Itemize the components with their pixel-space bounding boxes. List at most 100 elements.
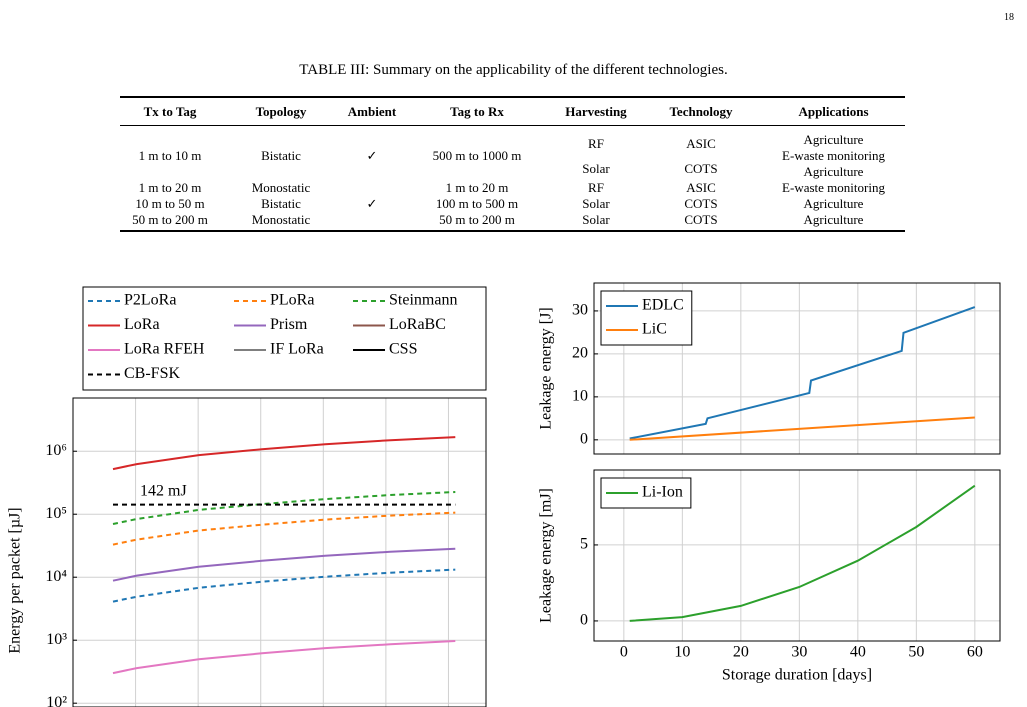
- plot-area: [73, 398, 486, 707]
- legend-label: LiC: [642, 321, 667, 338]
- cell-line: Agriculture: [803, 164, 864, 179]
- cell-line: RF: [588, 135, 604, 151]
- table-cell: Agriculture E-waste monitoring Agriculture: [762, 126, 905, 181]
- cell-line: COTS: [684, 160, 718, 176]
- annotation: 142 mJ: [140, 482, 187, 499]
- table-cell: 500 m to 1000 m: [432, 148, 522, 163]
- table-cell: COTS: [640, 212, 762, 232]
- x-tick-label: 10: [674, 644, 690, 661]
- legend-label: LoRa RFEH: [124, 341, 205, 358]
- table-cell: 50 m to 200 m: [402, 212, 552, 232]
- y-tick-label: 10²: [46, 694, 67, 707]
- legend-box: [82, 286, 487, 391]
- y-axis-label: Leakage energy [J]: [538, 307, 555, 429]
- table-cell: COTS: [684, 196, 718, 211]
- cell-line: Agriculture: [803, 132, 864, 147]
- legend-label: Li-Ion: [642, 484, 683, 501]
- table-caption: TABLE III: Summary on the applicability …: [299, 62, 728, 78]
- y-axis-label: Leakage energy [mJ]: [538, 488, 555, 623]
- legend-label: CSS: [389, 341, 417, 358]
- column-header: Applications: [762, 96, 905, 126]
- y-tick-label: 10³: [46, 631, 67, 648]
- series-line: [629, 416, 975, 441]
- series-line: [629, 484, 976, 622]
- series-line: [112, 491, 456, 525]
- table-cell: 100 m to 500 m: [435, 196, 519, 211]
- y-tick-label: 20: [572, 345, 588, 362]
- x-tick-label: 0: [620, 644, 628, 661]
- table-cell: 50 m to 200 m: [120, 212, 220, 232]
- legend-label: IF LoRa: [270, 341, 324, 358]
- table-cell: RF Solar: [552, 126, 640, 181]
- y-tick-label: 30: [572, 302, 588, 319]
- table-row: 10 m to 50 m Bistatic ✓ 100 m to 500 m Solar…: [120, 196, 905, 212]
- table-cell: Agriculture: [762, 212, 905, 232]
- x-tick-label: 60: [967, 644, 983, 661]
- y-tick-label: 10⁴: [45, 568, 67, 585]
- column-header: Technology: [640, 96, 762, 126]
- cell-line: E-waste monitoring: [782, 148, 885, 163]
- table-row: 50 m to 200 m Monostatic 50 m to 200 m Sola…: [120, 212, 905, 232]
- table-cell: ✓: [366, 148, 378, 163]
- legend-label: EDLC: [642, 297, 684, 314]
- table-cell: 1 m to 10 m: [138, 148, 202, 163]
- cell-line: Solar: [582, 160, 610, 176]
- x-tick-label: 50: [908, 644, 924, 661]
- table-cell: [342, 212, 402, 232]
- y-axis-label: Energy per packet [µJ]: [7, 507, 24, 653]
- x-tick-label: 20: [733, 644, 749, 661]
- legend-label: LoRa: [124, 316, 160, 333]
- x-axis-label: Storage duration [days]: [722, 667, 872, 684]
- legend-box: [600, 477, 692, 509]
- y-tick-label: 10⁶: [45, 442, 67, 459]
- series-line: [112, 640, 456, 675]
- x-tick-label: 40: [850, 644, 866, 661]
- y-tick-label: 0: [580, 430, 588, 447]
- legend-label: P2LoRa: [124, 292, 176, 309]
- table-cell: ✓: [366, 196, 378, 211]
- legend-label: Steinmann: [389, 292, 457, 309]
- plot-frame: [593, 282, 1001, 455]
- table-cell: Monostatic: [251, 180, 311, 195]
- table-row: 1 m to 20 m Monostatic 1 m to 20 m RF ASIC E-…: [120, 180, 905, 196]
- table-cell: Solar: [552, 212, 640, 232]
- table-cell: E-waste monitoring: [782, 180, 885, 195]
- legend-label: PLoRa: [270, 292, 314, 309]
- plot-frame: [593, 469, 1001, 642]
- table-cell: RF: [588, 180, 604, 195]
- table-cell: Agriculture: [803, 196, 864, 211]
- series-line: [112, 547, 456, 582]
- column-header: Topology: [220, 96, 342, 126]
- series-line: [112, 436, 456, 471]
- page-number: 18: [1004, 12, 1014, 23]
- plot-background: [73, 398, 486, 707]
- column-header: Tag to Rx: [402, 96, 552, 126]
- legend-label: Prism: [270, 316, 308, 333]
- column-header: Tx to Tag: [120, 96, 220, 126]
- x-tick-label: 30: [791, 644, 807, 661]
- table-cell: 1 m to 20 m: [138, 180, 202, 195]
- series-line: [112, 568, 456, 603]
- legend-label: CB-FSK: [124, 365, 180, 382]
- y-tick-label: 0: [580, 612, 588, 629]
- y-tick-label: 10⁵: [45, 505, 67, 522]
- table-cell: Bistatic: [261, 196, 301, 211]
- table-row: 1 m to 10 m Bistatic ✓ 500 m to 1000 m RF Sol…: [120, 126, 905, 181]
- y-tick-label: 5: [580, 536, 588, 553]
- table-cell: ASIC: [686, 180, 716, 195]
- legend-box: [600, 290, 693, 346]
- plot-frame: [72, 397, 487, 707]
- series-line: [629, 306, 976, 440]
- table-cell: Solar: [582, 196, 610, 211]
- series-line: [112, 511, 456, 546]
- table-cell: Monostatic: [220, 212, 342, 232]
- table-cell: 10 m to 50 m: [135, 196, 205, 211]
- table-cell: ASIC COTS: [640, 126, 762, 181]
- cell-line: ASIC: [686, 135, 716, 151]
- table-cell: 1 m to 20 m: [445, 180, 509, 195]
- column-header: Harvesting: [552, 96, 640, 126]
- table-cell: Bistatic: [261, 148, 301, 163]
- legend-label: LoRaBC: [389, 316, 446, 333]
